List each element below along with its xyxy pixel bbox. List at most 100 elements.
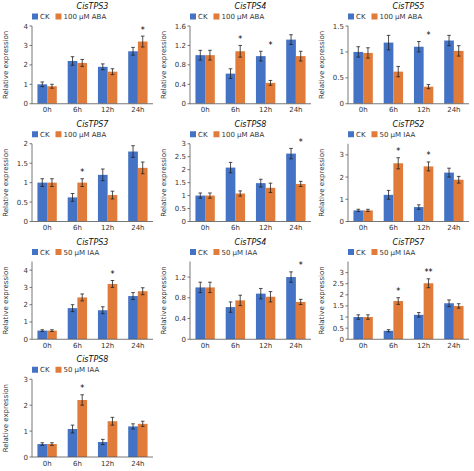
error-bar (427, 162, 431, 171)
x-axis (348, 221, 469, 222)
error-bar (387, 330, 391, 332)
legend-swatch (190, 14, 196, 20)
y-tick (30, 339, 33, 340)
x-tick-label: 6h (231, 106, 240, 114)
y-tick-label: 1.5 (333, 302, 344, 310)
legend-label: CK (356, 13, 366, 21)
y-tick (346, 199, 349, 200)
y-tick (30, 45, 33, 46)
y-tick (30, 321, 33, 322)
y-tick-label: 4 (24, 267, 29, 275)
y-tick-label: 1.5 (175, 179, 186, 187)
error-bar (101, 307, 105, 314)
panel: 01230h6h12h24h*CisTPS8Relative expressio… (2, 355, 153, 467)
y-tick (346, 339, 349, 340)
error-bar (80, 59, 84, 66)
y-tick-label: 3 (340, 269, 344, 277)
y-label: Relative expression (160, 31, 168, 99)
error-bar (208, 193, 212, 198)
error-bar (259, 51, 263, 61)
x-tick-label: 12h (417, 342, 430, 350)
title: CisTPS8 (235, 120, 267, 129)
error-bar (457, 176, 461, 183)
x-tick-label: 0h (43, 106, 52, 114)
y-tick-label: 1 (182, 192, 186, 200)
bar (128, 296, 138, 339)
legend-swatch (371, 131, 377, 137)
bar (205, 196, 215, 222)
bar (68, 308, 78, 339)
legend-swatch (213, 14, 219, 20)
bar (37, 331, 47, 340)
x-tick-label: 6h (231, 342, 240, 350)
bar (353, 210, 363, 221)
y-tick-label: 1.5 (333, 23, 344, 31)
legend: CK50 μM IAA (348, 249, 415, 257)
bar (47, 86, 57, 103)
legend-label: 50 μM IAA (221, 249, 257, 257)
y-tick (30, 103, 33, 104)
bar (138, 168, 148, 222)
error-bar (131, 47, 135, 55)
x-tick-label: 12h (259, 342, 272, 350)
error-bar (50, 179, 54, 187)
title: CisTPS7 (77, 120, 110, 129)
y-label: Relative expression (160, 149, 168, 217)
bar (235, 51, 245, 103)
title: CisTPS5 (393, 2, 425, 11)
y-tick-label: 1 (340, 314, 344, 322)
legend: CK100 μM ABA (32, 13, 106, 21)
y-tick (30, 182, 33, 183)
x-tick-label: 12h (259, 224, 272, 232)
y-axis (348, 26, 349, 104)
y-tick (30, 287, 33, 288)
error-bar (299, 299, 303, 304)
legend-swatch (213, 131, 219, 137)
x-tick-label: 0h (359, 106, 368, 114)
y-tick (188, 156, 191, 157)
error-bar (111, 281, 115, 288)
y-tick (346, 103, 349, 104)
legend-label: 100 μM ABA (221, 131, 264, 139)
y-tick (346, 154, 349, 155)
legend-swatch (32, 367, 38, 373)
y-tick (30, 304, 33, 305)
bar (286, 40, 296, 104)
legend: CK100 μM ABA (190, 131, 264, 139)
y-tick-label: 0 (182, 218, 186, 226)
legend-swatch (55, 14, 61, 20)
legend: CK50 μM IAA (32, 249, 99, 257)
title: CisTPS7 (393, 238, 426, 247)
bar (205, 287, 215, 339)
bar (108, 284, 118, 339)
bar (393, 301, 403, 339)
y-tick (346, 77, 349, 78)
title: CisTPS3 (77, 238, 109, 247)
bar (68, 61, 78, 104)
y-tick (346, 305, 349, 306)
plot-area (353, 279, 463, 339)
legend: CK100 μM ABA (32, 131, 106, 139)
significance: * (268, 41, 272, 50)
y-tick-label: 3 (24, 284, 28, 292)
error-bar (299, 181, 303, 186)
x-tick-label: 6h (73, 460, 82, 468)
significance: * (299, 261, 303, 270)
x-axis (32, 103, 153, 104)
y-tick-label: 2 (182, 166, 186, 174)
x-tick-label: 0h (43, 460, 52, 468)
x-axis (190, 221, 311, 222)
y-tick-label: 3 (182, 140, 186, 148)
y-axis (32, 379, 33, 457)
x-axis (190, 103, 311, 104)
bar (195, 55, 205, 104)
error-bar (417, 205, 421, 209)
legend-label: CK (40, 366, 50, 374)
y-tick-label: 2 (340, 174, 344, 182)
bar (77, 400, 87, 457)
error-bar (229, 302, 233, 312)
y-tick (30, 457, 33, 458)
bar (363, 210, 373, 221)
legend-label: CK (356, 249, 366, 257)
bar (37, 84, 47, 103)
